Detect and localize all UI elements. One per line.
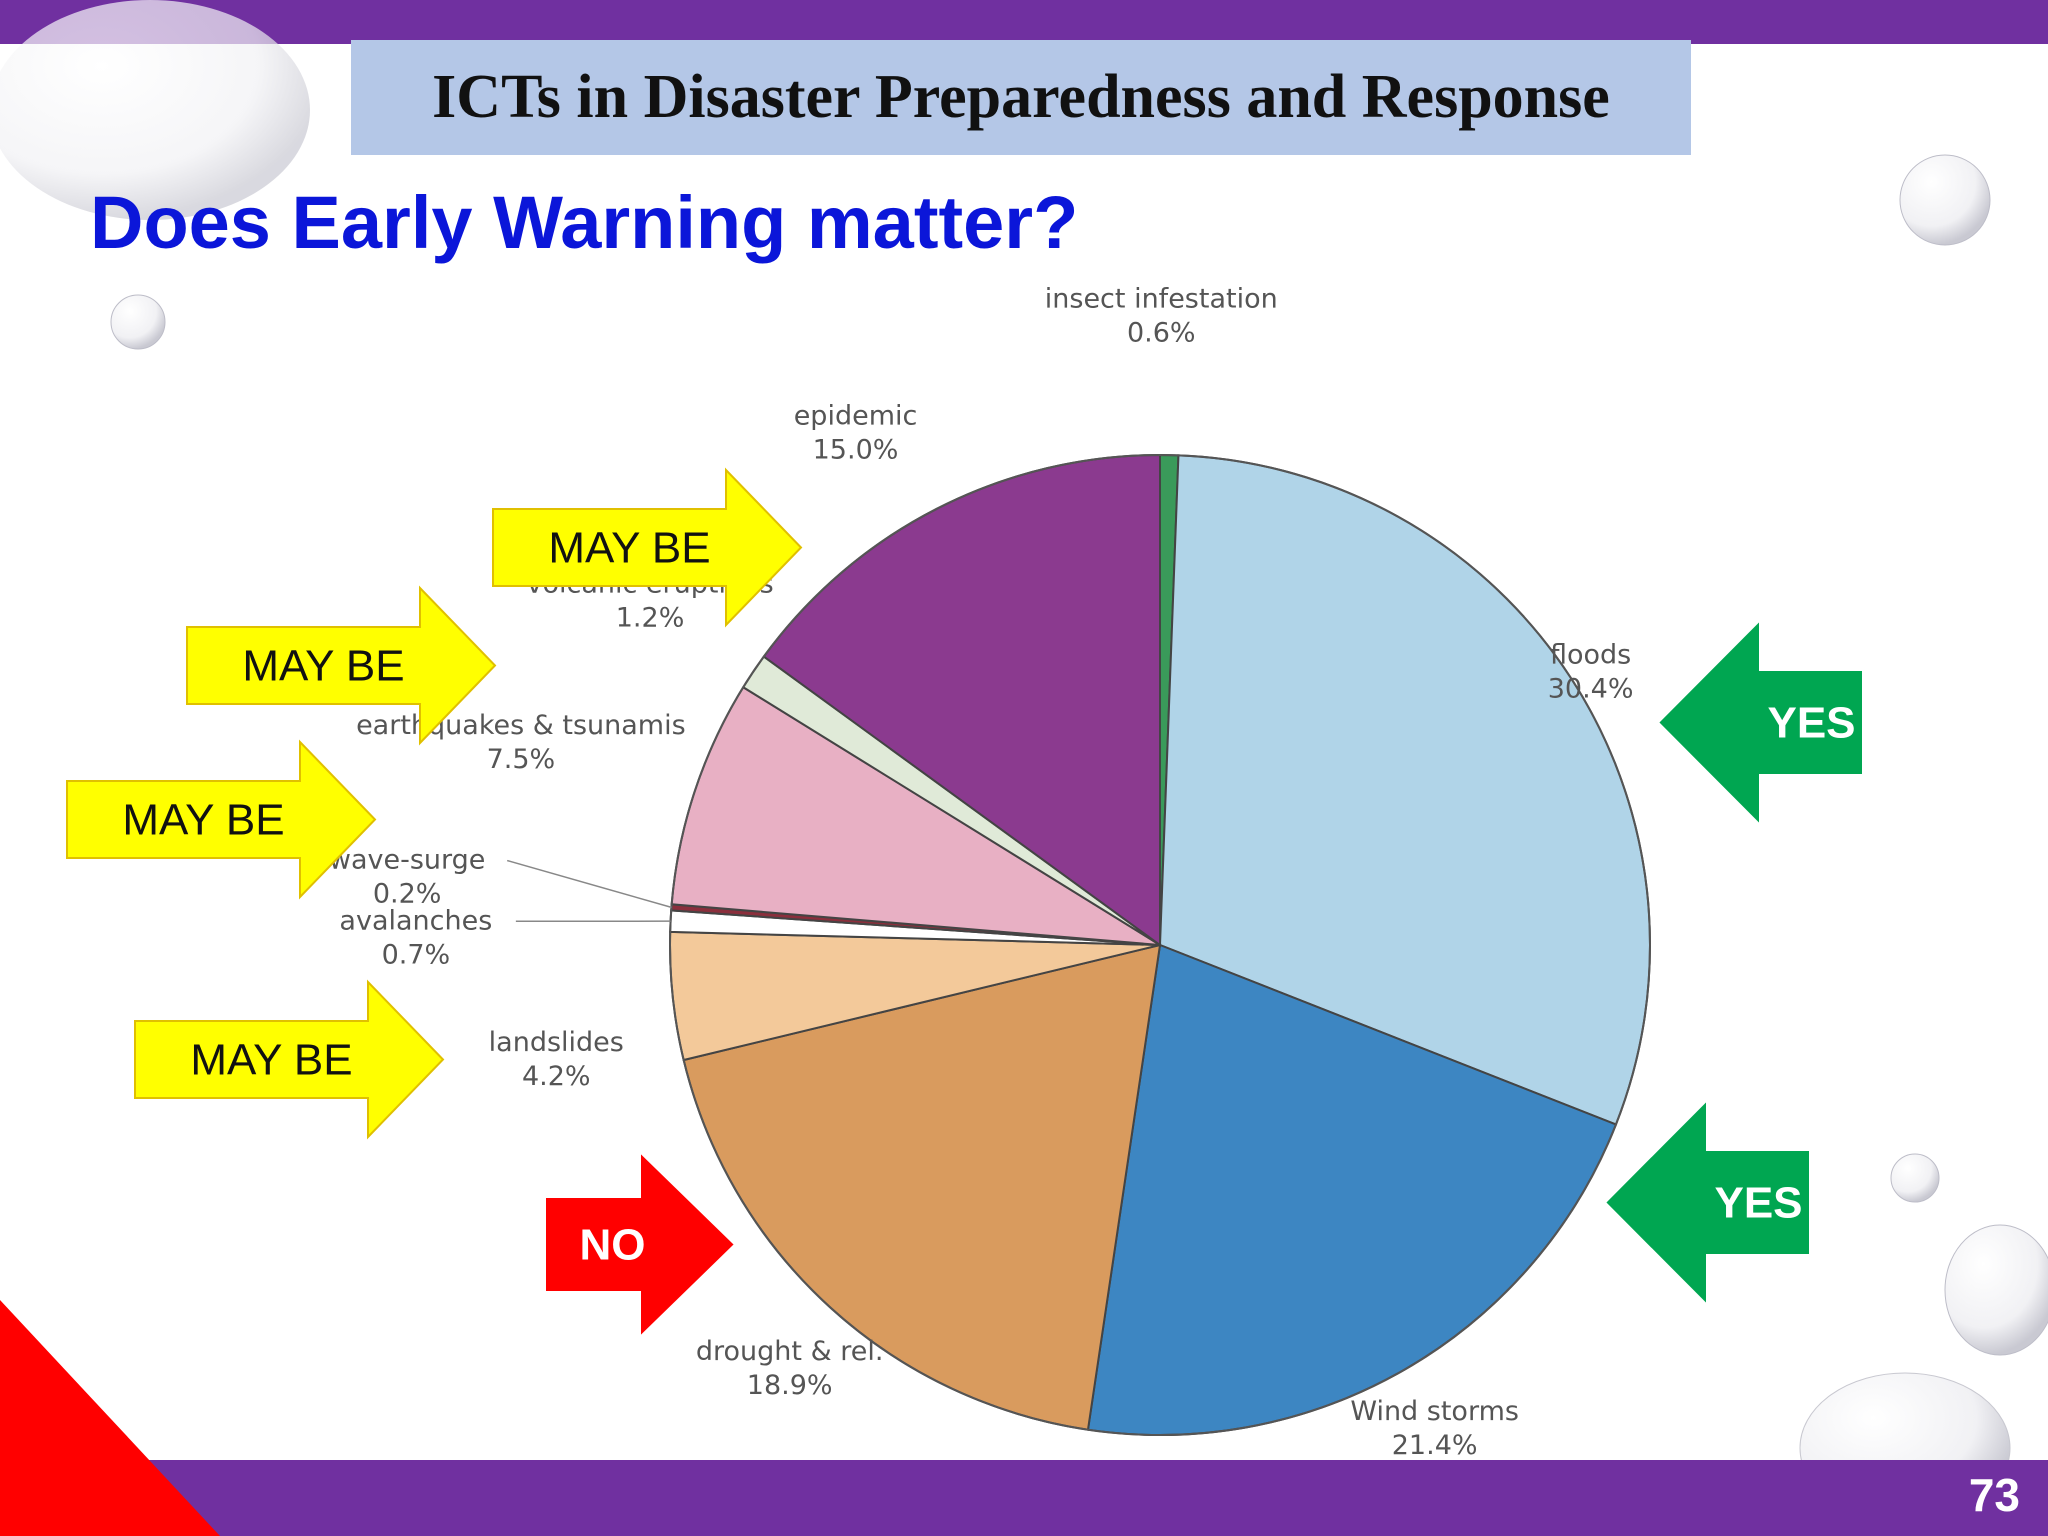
slice-label-epidemic: epidemic bbox=[794, 401, 918, 432]
arrow-label-maybe: MAY BE bbox=[122, 796, 284, 845]
slice-label-avalanches: avalanches bbox=[339, 905, 492, 936]
slice-value-epidemic: 15.0% bbox=[813, 435, 899, 466]
arrow-maybe-landslides bbox=[134, 979, 445, 1140]
bubble-decoration bbox=[110, 294, 166, 350]
slide-heading: Does Early Warning matter? bbox=[90, 181, 1079, 264]
slice-value-insect-infestation: 0.6% bbox=[1127, 317, 1196, 348]
arrow-no-drought-rel bbox=[544, 1149, 737, 1340]
slice-label-landslides: landslides bbox=[489, 1027, 624, 1058]
slice-value-wave-surge: 0.2% bbox=[373, 879, 442, 910]
pie-outline bbox=[669, 454, 1651, 1436]
arrow-label-yes: YES bbox=[1767, 699, 1855, 748]
arrow-maybe-volcanic-eruptions bbox=[186, 585, 497, 746]
slice-label-insect-infestation: insect infestation bbox=[1045, 283, 1278, 314]
slice-value-earthquakes-tsunamis: 7.5% bbox=[487, 744, 556, 775]
arrow-maybe-epidemic bbox=[492, 467, 803, 628]
bubble-decoration bbox=[0, 0, 310, 220]
slice-value-wind-storms: 21.4% bbox=[1392, 1430, 1478, 1461]
top-frame-bar bbox=[0, 0, 2048, 44]
bubble-decoration bbox=[1899, 154, 1991, 246]
banner-title: ICTs in Disaster Preparedness and Respon… bbox=[432, 63, 1610, 131]
slice-value-landslides: 4.2% bbox=[522, 1061, 591, 1092]
banner-title-box: ICTs in Disaster Preparedness and Respon… bbox=[351, 40, 1691, 155]
leader-line bbox=[506, 859, 672, 909]
slice-label-drought-rel: drought & rel. bbox=[696, 1336, 884, 1367]
page-number: 73 bbox=[1968, 1469, 2020, 1521]
slice-value-volcanic-eruptions: 1.2% bbox=[616, 603, 685, 634]
arrow-yes-wind-storms bbox=[1603, 1097, 1811, 1308]
bubble-decoration bbox=[1944, 1224, 2048, 1356]
slice-value-drought-rel: 18.9% bbox=[747, 1370, 833, 1401]
bottom-frame-bar bbox=[0, 1460, 2048, 1536]
bubble-decoration bbox=[1890, 1153, 1940, 1203]
arrow-label-maybe: MAY BE bbox=[548, 524, 710, 573]
arrow-label-maybe: MAY BE bbox=[242, 642, 404, 691]
arrow-label-yes: YES bbox=[1714, 1179, 1802, 1228]
arrow-yes-floods bbox=[1656, 617, 1864, 828]
arrow-label-no: NO bbox=[580, 1221, 646, 1270]
arrow-maybe-earthquakes-tsunamis bbox=[66, 739, 377, 900]
arrow-label-maybe: MAY BE bbox=[190, 1036, 352, 1085]
slice-value-avalanches: 0.7% bbox=[382, 939, 451, 970]
red-corner-triangle bbox=[0, 1300, 220, 1536]
slice-value-floods: 30.4% bbox=[1548, 673, 1634, 704]
slice-label-wave-surge: wave-surge bbox=[329, 845, 486, 876]
slice-label-wind-storms: Wind storms bbox=[1350, 1396, 1519, 1427]
slice-label-floods: floods bbox=[1550, 639, 1631, 670]
slice-label-earthquakes-tsunamis: earthquakes & tsunamis bbox=[356, 710, 686, 741]
